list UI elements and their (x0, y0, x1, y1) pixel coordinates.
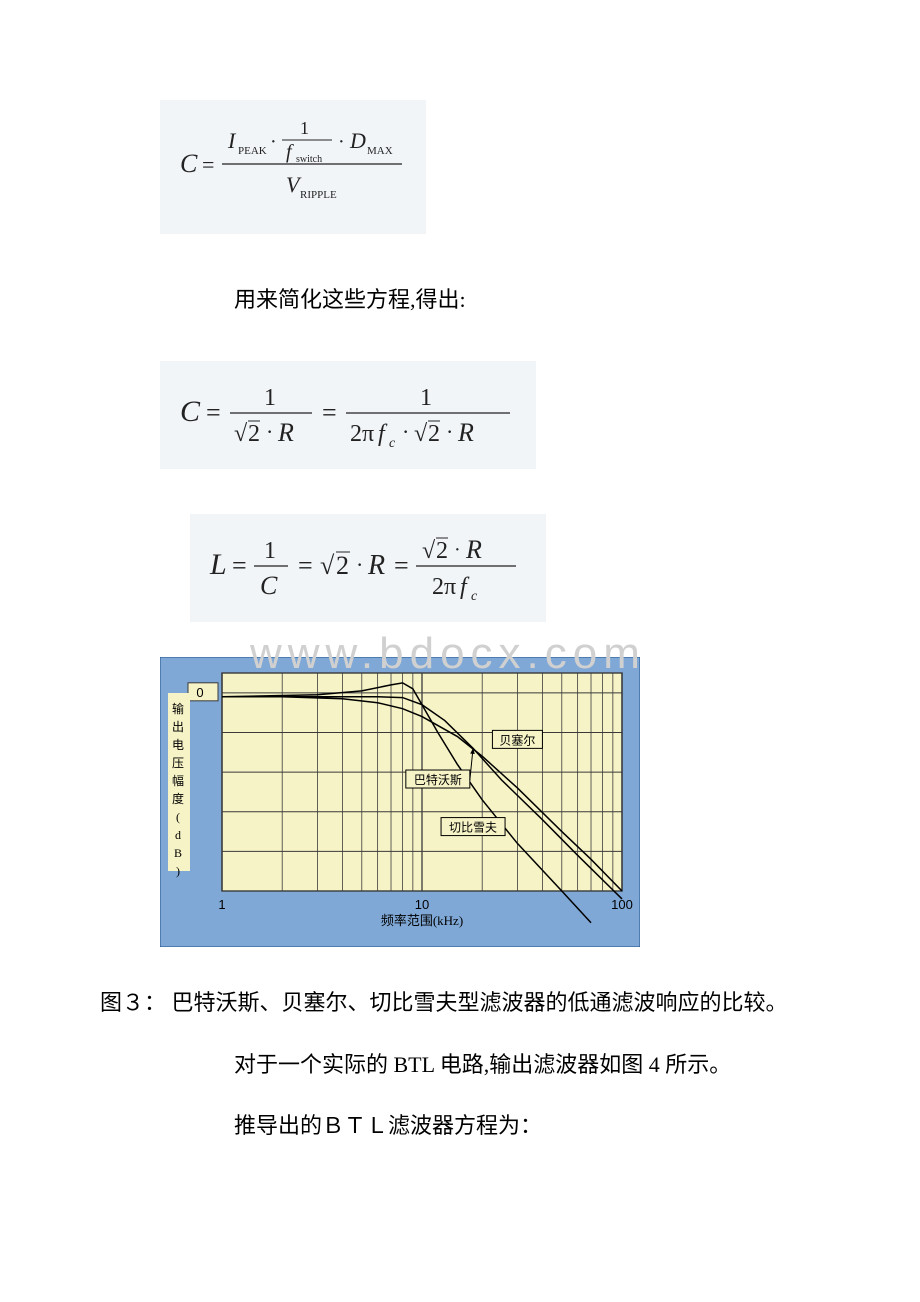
svg-text:R: R (457, 418, 474, 447)
eq1-svg: C = I PEAK · 1 f switch · D MAX V RIPPLE (178, 112, 408, 222)
svg-text:巴特沃斯: 巴特沃斯 (414, 772, 462, 787)
figure-3-caption: 图３： 巴特沃斯、贝塞尔、切比雪夫型滤波器的低通滤波响应的比较。 (100, 982, 820, 1024)
svg-text:1: 1 (264, 538, 276, 564)
svg-text:f: f (378, 421, 388, 447)
svg-text:贝塞尔: 贝塞尔 (499, 732, 535, 747)
equation-c: C = 1 √ 2 · R = 1 2π f c · √ 2 · R (160, 361, 536, 469)
svg-text:c: c (471, 589, 478, 604)
svg-text:C: C (180, 149, 198, 178)
svg-text:=: = (206, 398, 221, 427)
svg-text:出: 出 (172, 720, 184, 734)
svg-text:10: 10 (415, 897, 429, 912)
svg-text:I: I (227, 128, 237, 153)
svg-text:c: c (389, 436, 396, 451)
svg-text:f: f (286, 141, 294, 163)
svg-text:电: 电 (172, 738, 184, 752)
eq3-svg: L = 1 C = √ 2 · R = √ 2 · R 2π f c (208, 526, 528, 610)
svg-text:·: · (338, 131, 345, 153)
svg-text:2: 2 (436, 538, 448, 564)
svg-text:=: = (298, 551, 313, 580)
svg-text:·: · (266, 419, 273, 444)
svg-text:1: 1 (264, 385, 276, 411)
svg-text:√: √ (320, 551, 335, 580)
svg-text:(: ( (176, 810, 180, 824)
svg-text:R: R (367, 550, 385, 581)
eq2-svg: C = 1 √ 2 · R = 1 2π f c · √ 2 · R (178, 373, 518, 457)
svg-text:1: 1 (300, 118, 309, 138)
svg-text:R: R (277, 418, 294, 447)
filter-response-chart-container: www.bdocx.com 0输出电压幅度(dB)110100频率范围(kHz)… (160, 657, 640, 952)
svg-text:2π: 2π (432, 574, 456, 600)
svg-text:f: f (460, 574, 470, 600)
svg-text:2: 2 (248, 421, 260, 447)
para-btl-circuit: 对于一个实际的 BTL 电路,输出滤波器如图 4 所示。 (190, 1044, 820, 1086)
svg-text:输: 输 (172, 701, 184, 716)
svg-text:幅: 幅 (172, 773, 184, 788)
svg-text:切比雪夫: 切比雪夫 (449, 820, 497, 834)
svg-text:R: R (465, 535, 482, 564)
svg-text:频率范围(kHz): 频率范围(kHz) (381, 913, 463, 928)
svg-text:=: = (202, 152, 214, 177)
svg-text:D: D (349, 128, 366, 153)
svg-text:2π: 2π (350, 421, 374, 447)
svg-text:1: 1 (420, 385, 432, 411)
svg-text:MAX: MAX (367, 145, 393, 157)
svg-text:0: 0 (196, 685, 203, 700)
svg-text:100: 100 (611, 897, 633, 912)
svg-text:=: = (394, 551, 409, 580)
svg-text:2: 2 (336, 551, 349, 580)
svg-text:·: · (402, 419, 409, 444)
svg-text:d: d (175, 828, 181, 842)
equation-c-ripple: C = I PEAK · 1 f switch · D MAX V RIPPLE (160, 100, 426, 234)
svg-text:B: B (174, 846, 182, 860)
para-btl-equation: 推导出的ＢＴＬ滤波器方程为： (190, 1105, 820, 1147)
svg-text:1: 1 (218, 897, 225, 912)
svg-text:C: C (180, 395, 201, 428)
equation-l: L = 1 C = √ 2 · R = √ 2 · R 2π f c (190, 514, 546, 622)
svg-text:): ) (176, 864, 180, 878)
svg-text:RIPPLE: RIPPLE (300, 189, 337, 201)
svg-text:度: 度 (172, 791, 184, 806)
svg-text:√: √ (414, 421, 428, 447)
svg-text:C: C (260, 571, 278, 600)
svg-text:压: 压 (172, 756, 184, 770)
svg-text:2: 2 (428, 421, 440, 447)
svg-text:·: · (270, 131, 277, 153)
svg-text:PEAK: PEAK (238, 145, 267, 157)
para-simplify: 用来简化这些方程,得出: (190, 279, 820, 321)
filter-response-chart: 0输出电压幅度 ( dB) 1 10 100 频率范围(kHz) 贝塞尔巴特沃斯切比雪夫 (160, 657, 640, 947)
svg-text:L: L (209, 548, 227, 581)
svg-text:=: = (232, 551, 247, 580)
svg-text:√: √ (234, 421, 248, 447)
svg-text:√: √ (422, 538, 436, 564)
svg-text:=: = (322, 398, 337, 427)
svg-text:·: · (356, 552, 363, 577)
svg-text:·: · (454, 539, 461, 561)
svg-text:switch: switch (296, 154, 322, 165)
svg-text:·: · (446, 419, 453, 444)
